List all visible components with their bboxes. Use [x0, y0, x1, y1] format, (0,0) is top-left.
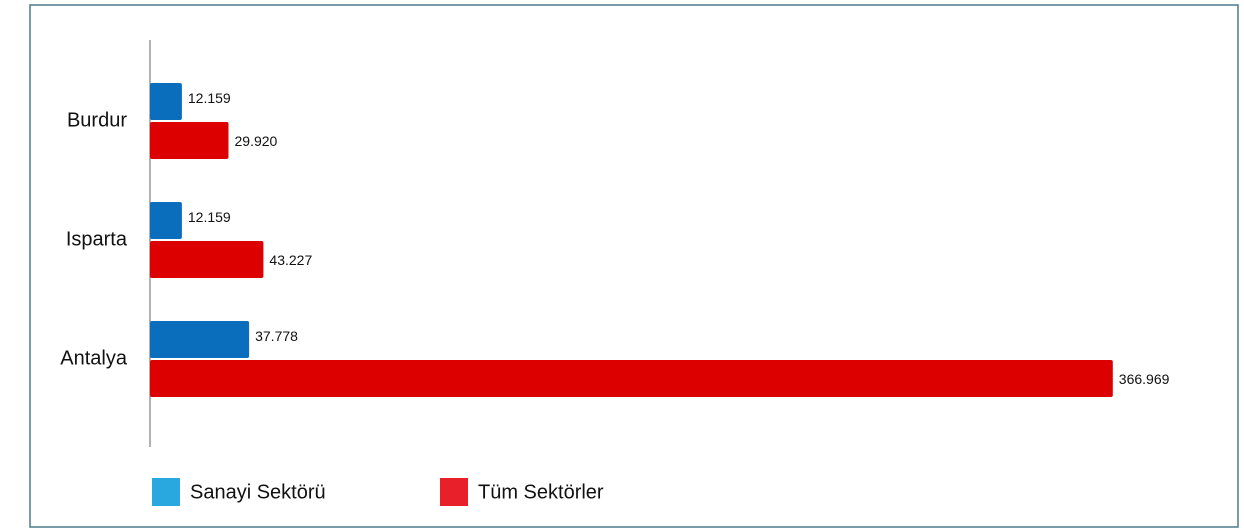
bar — [150, 83, 182, 120]
bar — [150, 241, 264, 278]
value-label: 37.778 — [255, 328, 298, 344]
bar — [150, 321, 250, 358]
bar — [150, 122, 229, 159]
legend-swatch — [440, 478, 468, 506]
bar — [150, 202, 182, 239]
legend-swatch — [152, 478, 180, 506]
value-label: 29.920 — [235, 133, 278, 149]
frame — [29, 4, 1239, 528]
bar — [150, 360, 1113, 397]
category-label: Antalya — [60, 347, 128, 369]
value-label: 12.159 — [188, 209, 231, 225]
legend-label: Tüm Sektörler — [478, 481, 604, 503]
value-label: 12.159 — [188, 90, 231, 106]
value-label: 43.227 — [269, 252, 312, 268]
legend-label: Sanayi Sektörü — [190, 481, 326, 503]
category-label: Isparta — [66, 228, 128, 250]
category-label: Burdur — [67, 109, 127, 131]
value-label: 366.969 — [1119, 371, 1170, 387]
